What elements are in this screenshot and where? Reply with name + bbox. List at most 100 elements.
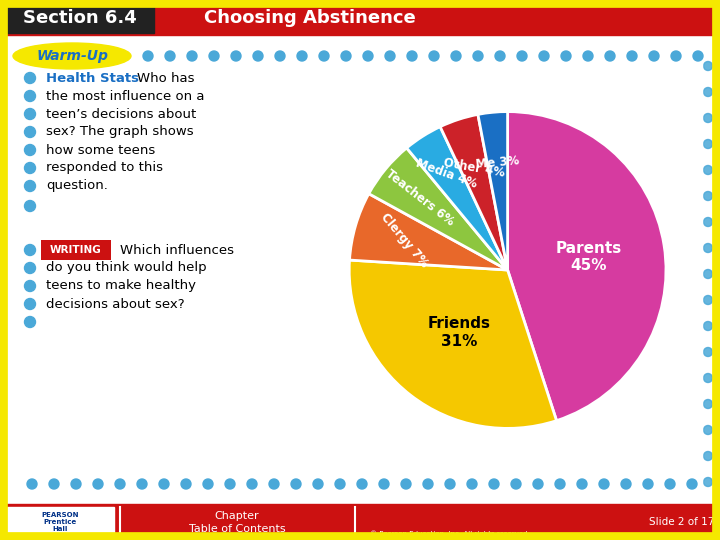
Circle shape [444,269,452,279]
Circle shape [287,244,297,253]
Circle shape [235,218,245,226]
Circle shape [106,113,114,123]
Circle shape [210,348,218,356]
Text: responded to this: responded to this [46,161,163,174]
Wedge shape [440,114,508,270]
Circle shape [511,479,521,489]
Circle shape [703,321,713,330]
Circle shape [652,451,660,461]
Circle shape [53,321,63,330]
Circle shape [24,316,35,327]
Circle shape [392,426,400,435]
Circle shape [643,479,653,489]
Circle shape [469,62,479,71]
Bar [6,507,114,537]
Circle shape [366,400,374,408]
Circle shape [235,165,245,174]
Circle shape [106,321,114,330]
Circle shape [79,113,89,123]
Circle shape [158,87,166,97]
Circle shape [652,321,660,330]
Circle shape [678,400,686,408]
Circle shape [627,51,637,61]
Text: teens to make healthy: teens to make healthy [46,280,196,293]
Circle shape [210,113,218,123]
Circle shape [261,477,271,487]
Bar [6,2,154,33]
Circle shape [79,400,89,408]
Circle shape [53,374,63,382]
Circle shape [495,51,505,61]
Circle shape [693,51,703,61]
Circle shape [366,139,374,148]
Circle shape [392,113,400,123]
Circle shape [158,165,166,174]
Circle shape [340,62,348,71]
Circle shape [547,218,557,226]
Circle shape [235,62,245,71]
Circle shape [137,479,147,489]
Circle shape [366,165,374,174]
Circle shape [158,477,166,487]
Circle shape [184,400,192,408]
Circle shape [313,165,323,174]
Circle shape [547,62,557,71]
Circle shape [340,451,348,461]
Circle shape [287,426,297,435]
Circle shape [418,244,426,253]
Circle shape [495,87,505,97]
Circle shape [210,62,218,71]
Circle shape [652,269,660,279]
Circle shape [469,426,479,435]
Circle shape [203,479,213,489]
Circle shape [392,62,400,71]
Circle shape [261,269,271,279]
Circle shape [24,200,35,212]
Circle shape [132,165,140,174]
Circle shape [521,477,531,487]
Circle shape [27,348,37,356]
Circle shape [53,192,63,200]
Circle shape [469,400,479,408]
Circle shape [703,477,713,487]
Circle shape [392,192,400,200]
Circle shape [235,348,245,356]
Circle shape [600,477,608,487]
Circle shape [79,451,89,461]
Circle shape [184,477,192,487]
Circle shape [445,479,455,489]
Circle shape [261,244,271,253]
Circle shape [106,400,114,408]
Circle shape [253,51,263,61]
Circle shape [261,139,271,148]
Circle shape [418,374,426,382]
Circle shape [261,295,271,305]
Text: Clergy 7%: Clergy 7% [378,210,431,269]
Circle shape [158,269,166,279]
Circle shape [469,218,479,226]
Circle shape [574,192,582,200]
Circle shape [574,374,582,382]
Circle shape [600,321,608,330]
Circle shape [521,295,531,305]
Circle shape [132,218,140,226]
Circle shape [521,244,531,253]
Circle shape [626,400,634,408]
Circle shape [24,262,35,273]
Circle shape [27,479,37,489]
Circle shape [158,218,166,226]
Circle shape [158,451,166,461]
Circle shape [158,321,166,330]
Text: do you think would help: do you think would help [46,261,207,274]
Circle shape [703,113,713,123]
Circle shape [678,165,686,174]
Circle shape [27,321,37,330]
Circle shape [521,62,531,71]
Circle shape [703,451,713,461]
Circle shape [626,348,634,356]
Circle shape [626,374,634,382]
Circle shape [27,87,37,97]
Circle shape [521,87,531,97]
Circle shape [495,295,505,305]
Circle shape [574,139,582,148]
